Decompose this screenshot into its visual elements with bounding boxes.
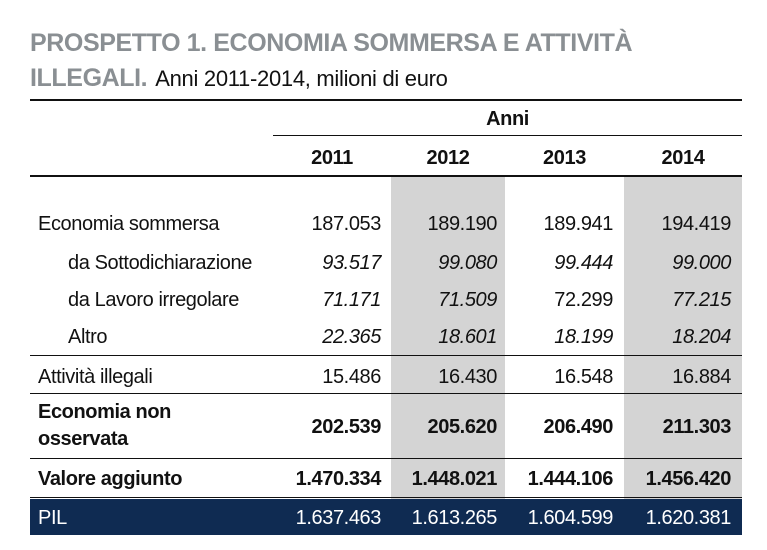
shade-column-2014 xyxy=(624,175,742,499)
table-cell: 93.517 xyxy=(322,252,381,274)
rule-row-sep xyxy=(30,497,742,498)
rule-top xyxy=(30,99,742,101)
table-cell: 1.444.106 xyxy=(527,468,614,490)
table-cell: 77.215 xyxy=(672,289,731,311)
title-main: PROSPETTO 1. ECONOMIA SOMMERSA E ATTIVIT… xyxy=(30,29,633,92)
header-year-2014: 2014 xyxy=(661,147,705,169)
table-cell: 189.941 xyxy=(543,213,614,235)
table-cell: 18.199 xyxy=(554,326,613,348)
pil-row-band xyxy=(30,499,742,535)
table-cell: 99.444 xyxy=(554,252,613,274)
table-cell: 189.190 xyxy=(427,213,498,235)
row-label-valore-aggiunto: Valore aggiunto xyxy=(38,468,183,490)
table-cell: 72.299 xyxy=(554,289,613,311)
table-cell: 1.620.381 xyxy=(645,507,732,529)
table-cell: 16.884 xyxy=(672,366,731,388)
table-cell: 1.470.334 xyxy=(295,468,382,490)
title-subtitle: Anni 2011-2014, milioni di euro xyxy=(155,66,448,91)
table-cell: 187.053 xyxy=(311,213,382,235)
row-label-economia-non-osservata-line2: osservata xyxy=(38,428,128,450)
table-cell: 71.509 xyxy=(438,289,497,311)
rule-under-anni xyxy=(273,135,742,136)
row-label-economia-sommersa: Economia sommersa xyxy=(38,213,220,235)
header-year-2013: 2013 xyxy=(543,147,586,169)
row-label-altro: Altro xyxy=(68,326,108,348)
table-cell: 1.613.265 xyxy=(411,507,498,529)
table-cell: 1.448.021 xyxy=(411,468,498,490)
table-cell: 16.430 xyxy=(438,366,497,388)
rule-row-sep xyxy=(30,393,742,394)
table-cell: 18.204 xyxy=(672,326,731,348)
report-title: PROSPETTO 1. ECONOMIA SOMMERSA E ATTIVIT… xyxy=(30,26,750,96)
table-cell: 71.171 xyxy=(322,289,381,311)
header-year-2011: 2011 xyxy=(311,147,353,169)
rule-row-sep xyxy=(30,355,742,356)
table-cell: 202.539 xyxy=(311,416,382,438)
header-anni: Anni xyxy=(486,108,529,130)
row-label-pil: PIL xyxy=(38,507,67,529)
row-label-sottodichiarazione: da Sottodichiarazione xyxy=(68,252,252,274)
header-year-2012: 2012 xyxy=(426,147,470,169)
table-cell: 211.303 xyxy=(662,416,732,438)
table-cell: 1.637.463 xyxy=(295,507,382,529)
row-label-lavoro-irregolare: da Lavoro irregolare xyxy=(68,289,239,311)
table-cell: 1.456.420 xyxy=(645,468,732,490)
rule-row-sep xyxy=(30,458,742,459)
table-cell: 16.548 xyxy=(554,366,613,388)
table-cell: 99.000 xyxy=(672,252,731,274)
table-cell: 194.419 xyxy=(661,213,732,235)
table-cell: 99.080 xyxy=(438,252,497,274)
row-label-attivita-illegali: Attività illegali xyxy=(38,366,153,388)
table-cell: 206.490 xyxy=(543,416,614,438)
rule-under-years xyxy=(30,175,742,177)
shade-column-2012 xyxy=(391,175,505,499)
table-cell: 18.601 xyxy=(438,326,497,348)
table-cell: 15.486 xyxy=(322,366,381,388)
table-cell: 205.620 xyxy=(427,416,498,438)
row-label-economia-non-osservata-line1: Economia non xyxy=(38,401,171,423)
table-cell: 1.604.599 xyxy=(527,507,614,529)
table-cell: 22.365 xyxy=(322,326,381,348)
